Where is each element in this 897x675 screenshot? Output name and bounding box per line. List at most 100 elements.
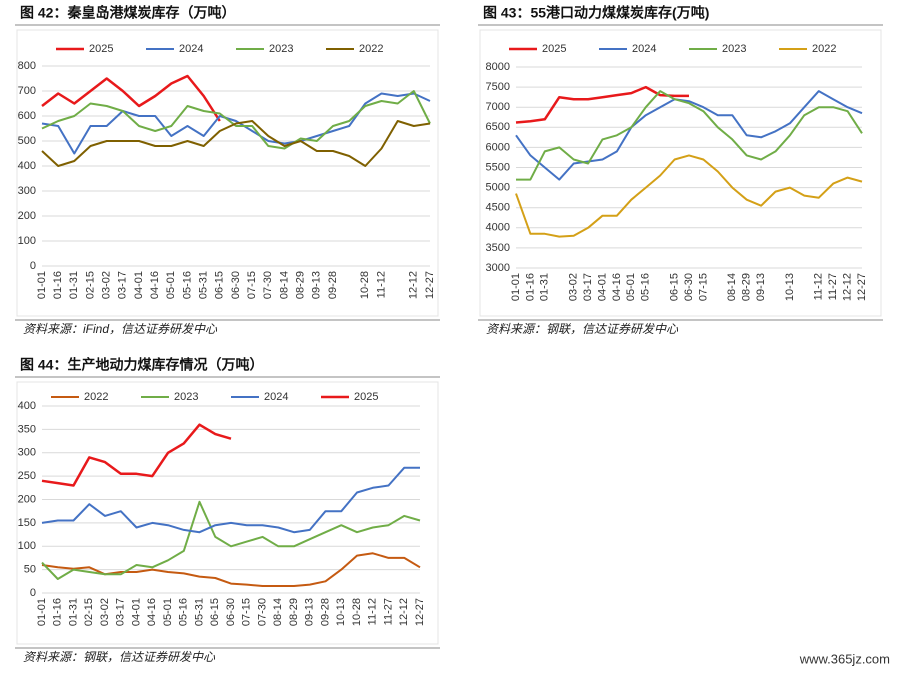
x-tick-label: 03-02 [101,271,113,299]
x-tick-label: 03-17 [115,598,127,626]
x-tick-label: 08-14 [726,273,738,301]
x-tick-label: 07-30 [262,271,274,299]
series-line [41,92,431,155]
x-tick-label: 01-01 [510,273,522,301]
x-tick-label: 10-28 [359,271,371,299]
y-tick-label: 200 [18,210,36,222]
legend-label: 2022 [812,43,836,55]
y-tick-label: 3500 [486,242,510,254]
series-line [41,423,232,487]
series-line [41,74,221,122]
x-tick-label: 08-29 [741,273,753,301]
series-line [516,90,863,181]
x-tick-label: 08-14 [278,271,290,299]
y-tick-label: 400 [18,160,36,172]
x-tick-label: 04-01 [130,598,142,626]
y-tick-label: 350 [18,423,36,435]
x-tick-label: 01-31 [539,273,551,301]
x-tick-label: 02-15 [83,598,95,626]
y-tick-label: 400 [18,400,36,412]
y-tick-label: 300 [18,447,36,459]
x-tick-label: 05-16 [178,598,190,626]
x-tick-label: 05-01 [165,271,177,299]
y-tick-label: 6000 [486,141,510,153]
y-tick-label: 700 [18,85,36,97]
x-tick-label: 04-16 [146,598,158,626]
x-tick-label: 11-27 [827,273,839,300]
x-tick-label: 08-14 [272,598,284,626]
chart-title: 图 44：生产地动力煤库存情况（万吨） [20,357,263,373]
plot-frame [479,29,882,317]
x-tick-label: 10-13 [335,598,347,626]
y-tick-label: 5500 [486,161,510,173]
y-tick-label: 7500 [486,81,510,93]
series-line [515,90,863,181]
legend-label: 2023 [722,43,746,55]
x-tick-label: 05-16 [640,273,652,301]
y-tick-label: 6500 [486,121,510,133]
y-tick-label: 800 [18,60,36,72]
y-tick-label: 150 [18,517,36,529]
x-tick-label: 05-31 [193,598,205,626]
series-line [41,500,421,580]
chart-title: 图 43：55港口动力煤煤炭库存(万吨) [483,5,709,21]
series-line [515,85,689,124]
legend-label: 2023 [269,43,293,55]
series-line [515,154,863,238]
x-tick-label: 04-16 [149,271,161,299]
x-tick-label: 01-31 [67,598,79,626]
x-tick-label: 09-28 [319,598,331,626]
x-tick-label: 03-02 [568,273,580,301]
y-tick-label: 50 [24,564,36,576]
x-tick-label: 03-02 [99,598,111,626]
x-tick-label: 06-30 [225,598,237,626]
x-tick-label: 12-12 [408,271,420,299]
series-line [41,120,431,167]
legend-label: 2024 [264,391,288,403]
y-tick-label: 0 [30,587,36,599]
y-tick-label: 4000 [486,222,510,234]
x-tick-label: 12-27 [414,598,426,626]
x-tick-label: 06-30 [230,271,242,299]
x-tick-label: 01-16 [524,273,536,301]
legend-label: 2024 [632,43,656,55]
x-tick-label: 05-01 [162,598,174,626]
x-tick-label: 11-12 [813,273,825,300]
x-tick-label: 07-30 [256,598,268,626]
watermark: www.365jz.com [799,651,890,666]
y-tick-label: 8000 [486,61,510,73]
x-tick-label: 06-15 [214,271,226,299]
x-tick-label: 05-01 [625,273,637,301]
x-tick-label: 03-17 [117,271,129,299]
x-tick-label: 11-12 [367,598,379,625]
legend-label: 2024 [179,43,203,55]
x-tick-label: 12-27 [424,271,436,299]
x-tick-label: 04-01 [596,273,608,301]
x-tick-label: 06-30 [683,273,695,301]
x-tick-label: 12-12 [398,598,410,626]
y-tick-label: 600 [18,110,36,122]
x-tick-label: 09-13 [304,598,316,626]
x-tick-label: 03-17 [582,273,594,301]
x-tick-label: 12-27 [856,273,868,301]
legend-label: 2022 [84,391,108,403]
source-note: 资料来源：钢联，信达证券研发中心 [486,322,679,336]
x-tick-label: 02-15 [84,271,96,299]
source-note: 资料来源：钢联，信达证券研发中心 [23,650,216,664]
y-tick-label: 100 [18,540,36,552]
y-tick-label: 300 [18,185,36,197]
legend-label: 2022 [359,43,383,55]
x-tick-label: 04-16 [611,273,623,301]
x-tick-label: 06-15 [668,273,680,301]
x-tick-label: 10-28 [351,598,363,626]
x-tick-label: 08-29 [288,598,300,626]
y-tick-label: 250 [18,470,36,482]
x-tick-label: 09-13 [311,271,323,299]
x-tick-label: 05-16 [181,271,193,299]
x-tick-label: 09-28 [327,271,339,299]
plot-frame [16,381,439,645]
x-tick-label: 11-12 [375,271,387,298]
x-tick-label: 01-16 [52,598,64,626]
x-tick-label: 06-15 [209,598,221,626]
